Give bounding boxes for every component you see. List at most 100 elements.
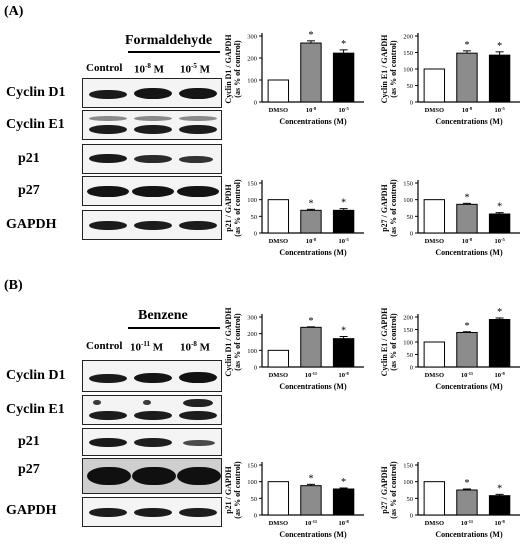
band bbox=[177, 186, 219, 197]
y-axis-label: (as % of control) bbox=[389, 179, 398, 237]
y-axis-label: (as % of control) bbox=[233, 179, 242, 237]
x-tick-label: 10-8 bbox=[306, 237, 317, 246]
protein-label-p27: p27 bbox=[18, 183, 40, 198]
x-tick-label: DMSO bbox=[425, 238, 445, 245]
bar bbox=[267, 481, 290, 516]
band bbox=[89, 125, 127, 134]
panel-b-label: (B) bbox=[4, 278, 23, 293]
band bbox=[179, 221, 217, 230]
blot-cyclin-e1 bbox=[82, 395, 222, 425]
bar bbox=[456, 332, 478, 368]
y-tick-label: 50 bbox=[407, 352, 414, 359]
band bbox=[134, 221, 172, 230]
significance-star: * bbox=[497, 307, 502, 318]
significance-star: * bbox=[341, 198, 346, 209]
lane-label-dose2: 10-8 M bbox=[180, 340, 210, 354]
y-tick-label: 100 bbox=[403, 340, 413, 347]
y-tick-label: 0 bbox=[254, 231, 257, 238]
bar bbox=[488, 54, 511, 103]
y-tick-label: 0 bbox=[410, 231, 413, 238]
treatment-label: Benzene bbox=[138, 308, 188, 323]
y-tick-label: 150 bbox=[247, 181, 257, 188]
treatment-underline bbox=[128, 327, 220, 329]
protein-label-p21: p21 bbox=[18, 434, 40, 449]
x-tick-label: 10-8 bbox=[494, 371, 505, 380]
band bbox=[89, 411, 127, 420]
bar bbox=[488, 495, 511, 516]
treatment-label: Formaldehyde bbox=[125, 33, 213, 48]
y-axis-label: p21 / GAPDH bbox=[224, 465, 233, 513]
y-tick-label: 100 bbox=[403, 197, 413, 204]
y-axis-label: Cyclin E1 / GAPDH bbox=[380, 34, 389, 103]
y-tick-label: 50 bbox=[407, 214, 414, 221]
bar bbox=[488, 319, 511, 368]
x-tick-label: 10-8 bbox=[306, 106, 317, 115]
bar bbox=[300, 209, 322, 234]
lane-label-dose1: 10-11 M bbox=[130, 340, 164, 354]
y-axis-label: (as % of control) bbox=[233, 313, 242, 371]
y-axis-label: Cyclin E1 / GAPDH bbox=[380, 307, 389, 376]
x-tick-label: DMSO bbox=[269, 520, 289, 527]
bar bbox=[423, 68, 446, 103]
bar bbox=[456, 203, 478, 234]
protein-label-cyclin-e1: Cyclin E1 bbox=[6, 117, 65, 132]
y-axis-label: (as % of control) bbox=[389, 313, 398, 371]
x-tick-label: 10-11 bbox=[461, 371, 474, 380]
bar bbox=[300, 42, 322, 103]
protein-label-cyclin-d1: Cyclin D1 bbox=[6, 85, 66, 100]
band bbox=[134, 116, 172, 121]
y-axis-label: (as % of control) bbox=[233, 40, 242, 98]
western-blot-a: Formaldehyde Control 10-8 M 10-5 M Cycli… bbox=[0, 0, 250, 260]
band bbox=[179, 372, 217, 383]
y-tick-label: 0 bbox=[254, 100, 257, 107]
y-tick-label: 50 bbox=[251, 214, 258, 221]
significance-star: * bbox=[464, 40, 469, 51]
x-axis-label: Concentrations (M) bbox=[279, 530, 347, 539]
bar bbox=[332, 52, 355, 103]
significance-star: * bbox=[464, 192, 469, 203]
x-tick-label: DMSO bbox=[269, 238, 289, 245]
x-tick-label: 10-5 bbox=[338, 106, 349, 115]
x-tick-label: 10-11 bbox=[305, 371, 318, 380]
blot-cyclin-e1 bbox=[82, 110, 222, 140]
y-tick-label: 0 bbox=[410, 513, 413, 520]
band bbox=[183, 440, 215, 446]
y-tick-label: 200 bbox=[247, 331, 257, 338]
x-axis-label: Concentrations (M) bbox=[279, 382, 347, 391]
blot-p27 bbox=[82, 458, 222, 494]
bar bbox=[423, 199, 446, 234]
protein-label-cyclin-d1: Cyclin D1 bbox=[6, 368, 66, 383]
x-tick-label: DMSO bbox=[269, 107, 289, 114]
bar bbox=[332, 338, 355, 368]
significance-star: * bbox=[464, 321, 469, 332]
band bbox=[132, 467, 176, 485]
band bbox=[134, 411, 172, 420]
x-tick-label: 10-8 bbox=[462, 106, 473, 115]
band bbox=[179, 125, 217, 134]
y-tick-label: 0 bbox=[254, 513, 257, 520]
band bbox=[132, 186, 174, 197]
x-tick-label: 10-5 bbox=[338, 237, 349, 246]
x-tick-label: DMSO bbox=[425, 372, 445, 379]
y-tick-label: 50 bbox=[407, 83, 414, 90]
bar bbox=[488, 213, 511, 234]
x-tick-label: DMSO bbox=[425, 107, 445, 114]
bar bbox=[423, 341, 446, 368]
y-tick-label: 0 bbox=[410, 365, 413, 372]
band bbox=[143, 400, 151, 405]
significance-star: * bbox=[497, 202, 502, 213]
y-axis-label: (as % of control) bbox=[389, 40, 398, 98]
y-tick-label: 100 bbox=[403, 67, 413, 74]
treatment-underline bbox=[128, 51, 220, 53]
y-axis-label: Cyclin D1 / GAPDH bbox=[224, 34, 233, 104]
significance-star: * bbox=[308, 316, 313, 327]
y-tick-label: 150 bbox=[403, 181, 413, 188]
x-axis-label: Concentrations (M) bbox=[435, 248, 503, 257]
bar bbox=[456, 489, 478, 516]
protein-label-p27: p27 bbox=[18, 462, 40, 477]
significance-star: * bbox=[497, 483, 502, 494]
lane-label-dose1: 10-8 M bbox=[134, 62, 164, 76]
significance-star: * bbox=[497, 41, 502, 52]
x-tick-label: 10-8 bbox=[338, 519, 349, 528]
band bbox=[177, 467, 221, 485]
